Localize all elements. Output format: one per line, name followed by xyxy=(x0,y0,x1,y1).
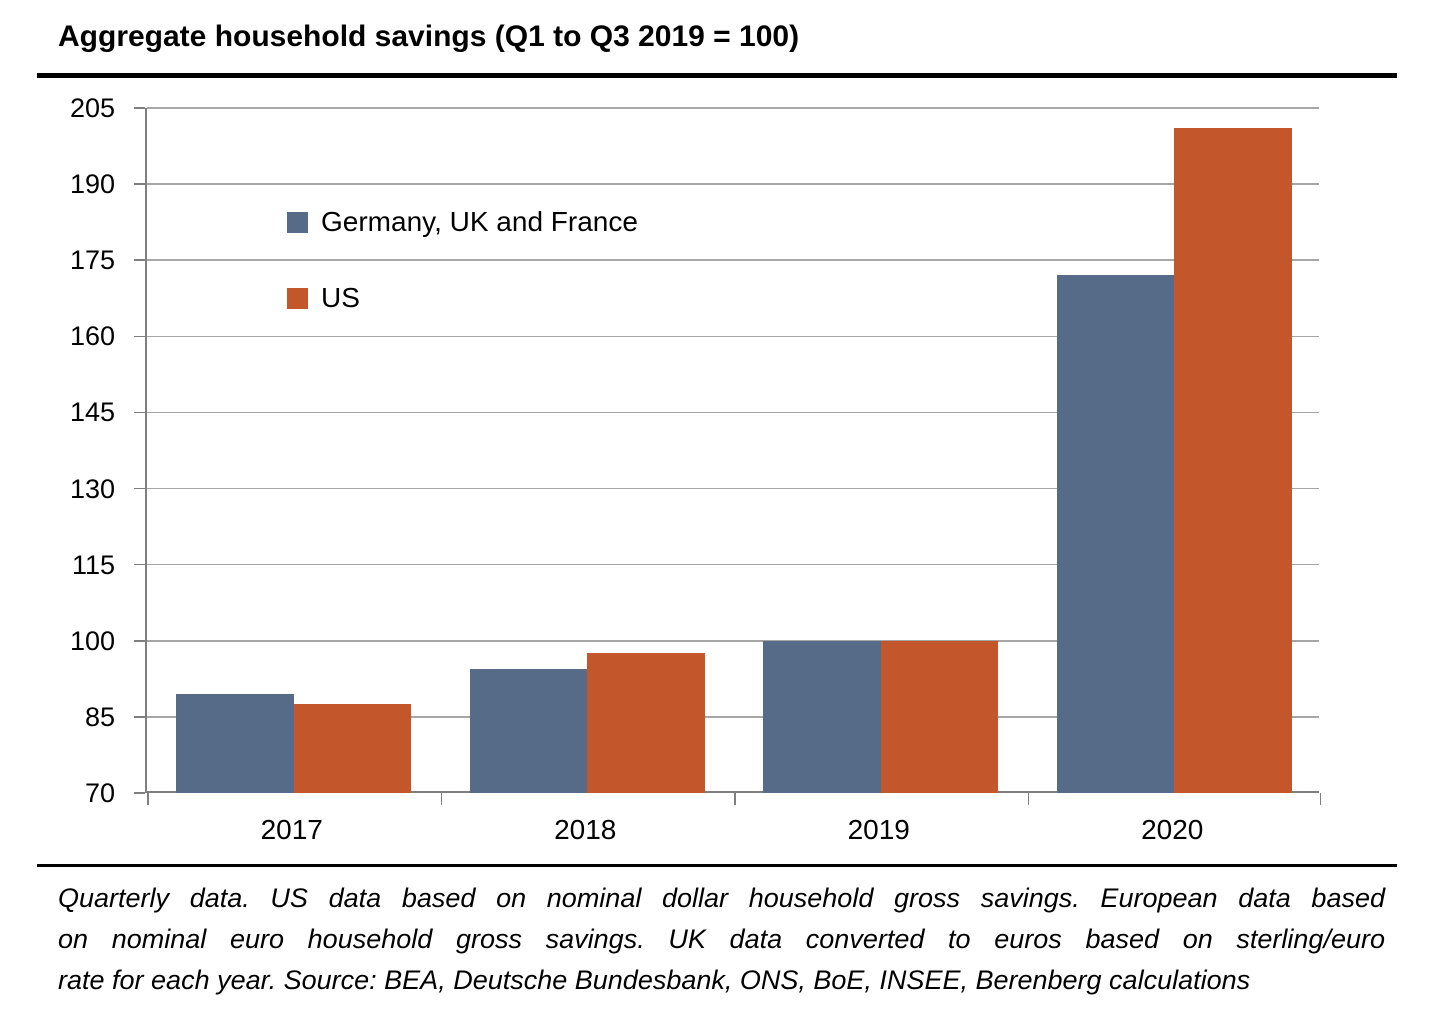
x-tick-mark xyxy=(734,793,736,805)
plot-area: Germany, UK and France US xyxy=(134,107,1321,805)
y-tick-label: 145 xyxy=(69,397,115,428)
gridline-85 xyxy=(147,716,1319,718)
legend-swatch-us-icon xyxy=(287,287,308,309)
gridline-100 xyxy=(147,640,1319,642)
y-tick-mark xyxy=(134,716,145,718)
y-tick-mark xyxy=(134,487,145,490)
y-tick-label: 70 xyxy=(84,778,115,808)
footnote: Quarterly data. US data based on nominal… xyxy=(58,878,1385,1001)
bar-europe-2019 xyxy=(763,640,881,793)
legend-label-us: US xyxy=(321,282,360,313)
legend-item-us: US xyxy=(287,282,638,314)
y-tick-mark xyxy=(134,411,145,414)
legend-label-europe: Germany, UK and France xyxy=(321,206,638,237)
y-tick-label: 130 xyxy=(69,473,115,504)
legend-item-europe: Germany, UK and France xyxy=(287,206,638,238)
gridline-145 xyxy=(147,411,1319,414)
x-category-label: 2017 xyxy=(260,814,323,845)
gridline-115 xyxy=(147,563,1319,566)
y-tick-mark xyxy=(134,259,145,261)
gridline-175 xyxy=(147,259,1319,261)
y-tick-label: 115 xyxy=(71,549,115,580)
y-tick-label: 160 xyxy=(69,321,115,352)
y-tick-label: 205 xyxy=(69,93,115,123)
gridline-190 xyxy=(147,183,1319,185)
x-category-label: 2018 xyxy=(554,814,617,845)
y-tick-mark xyxy=(134,792,145,794)
y-tick-label: 85 xyxy=(84,701,115,732)
bar-us-2018 xyxy=(587,653,705,793)
bar-us-2019 xyxy=(880,640,999,793)
x-axis-labels: 2017 2018 2019 2020 xyxy=(145,812,1319,852)
bar-us-2020 xyxy=(1174,128,1292,793)
gridline-205 xyxy=(147,107,1319,109)
chart-title: Aggregate household savings (Q1 to Q3 20… xyxy=(58,20,800,53)
bar-us-2017 xyxy=(293,704,412,793)
y-tick-mark xyxy=(134,563,145,566)
footnote-line-1: Quarterly data. US data based on nominal… xyxy=(58,883,1385,913)
x-tick-mark xyxy=(147,793,149,805)
title-rule xyxy=(37,73,1397,78)
footnote-line-2: on nominal euro household gross savings.… xyxy=(58,924,1385,954)
y-tick-mark xyxy=(134,183,145,185)
y-tick-mark xyxy=(134,640,145,642)
x-tick-mark xyxy=(440,793,442,805)
footnote-rule xyxy=(37,864,1397,867)
x-category-label: 2020 xyxy=(1141,814,1204,845)
bar-europe-2020 xyxy=(1056,275,1175,793)
gridline-130 xyxy=(147,487,1319,490)
bar-europe-2018 xyxy=(469,668,588,793)
footnote-line-3: rate for each year. Source: BEA, Deutsch… xyxy=(58,965,1251,995)
y-axis-labels: 70 85 100 115 130 145 160 175 190 205 xyxy=(20,93,115,808)
legend-swatch-europe-icon xyxy=(287,211,308,233)
y-tick-mark xyxy=(134,335,145,338)
y-tick-label: 175 xyxy=(69,245,115,276)
x-tick-mark xyxy=(1319,793,1321,805)
x-category-label: 2019 xyxy=(847,814,910,845)
y-tick-label: 190 xyxy=(69,169,115,200)
x-tick-mark xyxy=(1027,793,1029,805)
y-tick-label: 100 xyxy=(69,625,115,656)
bar-europe-2017 xyxy=(176,694,294,793)
y-tick-mark xyxy=(134,107,145,109)
legend: Germany, UK and France US xyxy=(287,206,638,314)
gridline-160 xyxy=(147,335,1319,338)
